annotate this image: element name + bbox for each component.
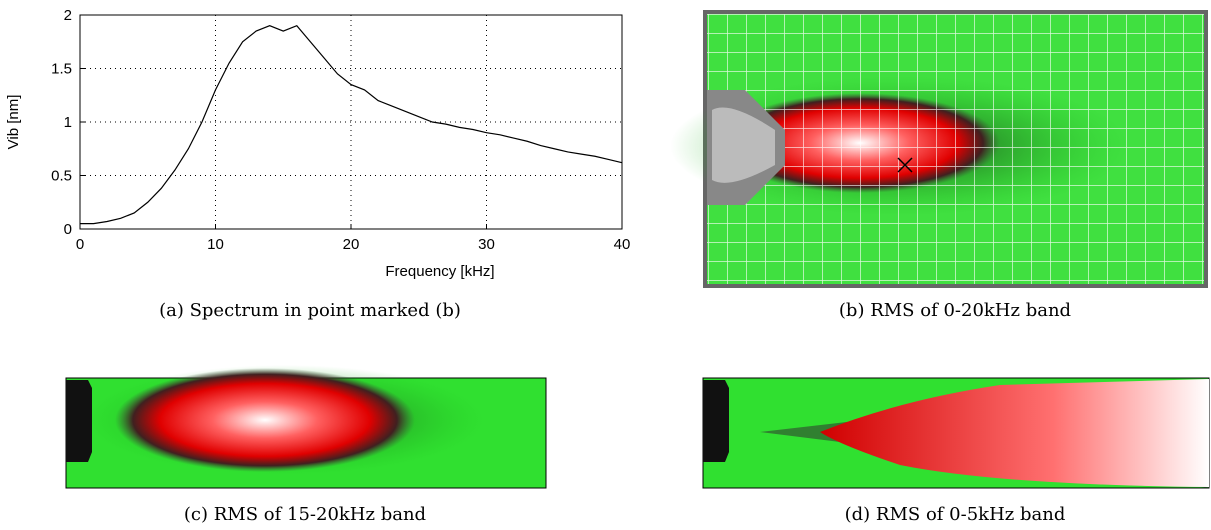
heatmap-b — [670, 10, 1208, 288]
spectrum-line — [80, 24, 623, 225]
plot-frame — [79, 14, 623, 230]
caption: (a) Spectrum in point marked (b) — [159, 300, 461, 321]
y-tick-label: 1 — [64, 114, 72, 131]
heatmap-d — [702, 377, 1210, 489]
heatmap-c — [65, 365, 547, 489]
caption: (d) RMS of 0-5kHz band — [845, 504, 1066, 525]
x-tick-label: 0 — [76, 236, 84, 253]
y-tick-label: 2 — [64, 7, 72, 24]
caption: (b) RMS of 0-20kHz band — [839, 300, 1071, 321]
y-tick-label: 0 — [64, 221, 72, 238]
x-tick-label: 30 — [478, 236, 495, 253]
x-tick-label: 10 — [207, 236, 224, 253]
x-tick-label: 20 — [343, 236, 360, 253]
y-tick-label: 0.5 — [51, 168, 72, 185]
y-tick-label: 1.5 — [51, 61, 72, 78]
x-axis-label: Frequency [kHz] — [385, 263, 494, 280]
caption: (c) RMS of 15-20kHz band — [184, 504, 426, 525]
x-tick-label: 40 — [614, 236, 631, 253]
y-axis-label: Vib [nm] — [5, 95, 22, 150]
